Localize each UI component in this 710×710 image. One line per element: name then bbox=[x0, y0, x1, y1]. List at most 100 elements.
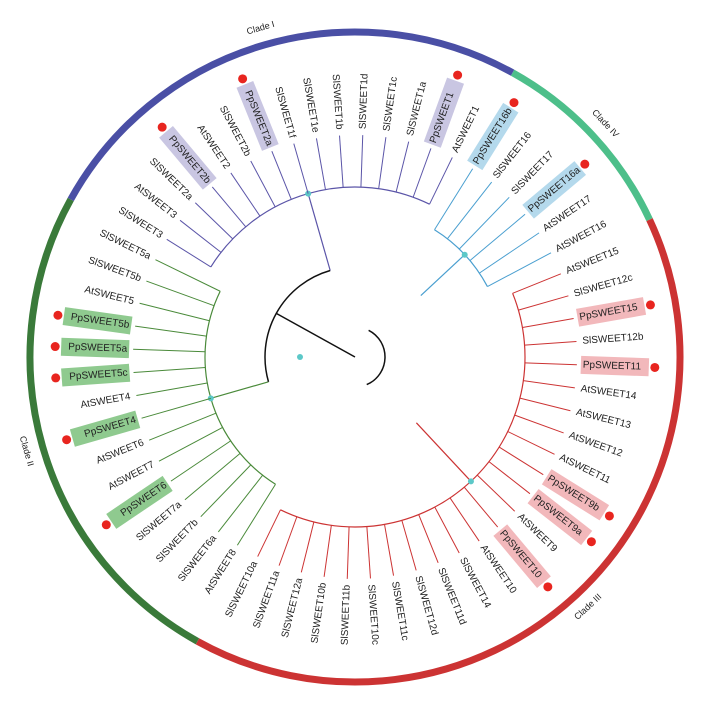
leaf: PpSWEET15 bbox=[576, 297, 647, 327]
leaf-branch bbox=[446, 181, 493, 240]
node-dot bbox=[467, 478, 474, 485]
marker-dot bbox=[509, 98, 519, 108]
leaf-label: AtSWEET14 bbox=[580, 383, 638, 402]
leaf: AtSWEET15 bbox=[564, 245, 621, 276]
leaf-label: SlSWEET1a bbox=[405, 80, 429, 137]
leaf-branch bbox=[135, 325, 207, 337]
marker-dot bbox=[53, 310, 63, 320]
leaf: SlSWEET1f bbox=[272, 86, 297, 140]
leaf: SlSWEET1a bbox=[405, 80, 429, 137]
leaf-label: SlSWEET12c bbox=[573, 272, 634, 299]
clade-branch-arc bbox=[210, 186, 430, 268]
node-dot bbox=[461, 251, 468, 258]
leaf-branch bbox=[449, 497, 480, 542]
marker-dot bbox=[101, 520, 111, 530]
leaf-branch bbox=[523, 380, 575, 389]
root-arc bbox=[264, 269, 331, 383]
leaf: SlSWEET1b bbox=[330, 74, 345, 131]
leaf-branch bbox=[339, 135, 344, 188]
leaf: SlSWEET12a bbox=[280, 577, 306, 639]
leaf-highlight bbox=[576, 297, 647, 327]
leaf: AtSWEET5 bbox=[83, 284, 135, 307]
leaf-label: PpSWEET5a bbox=[68, 342, 128, 355]
leaf: AtSWEET4 bbox=[80, 391, 132, 411]
leaf: PpSWEET5a bbox=[60, 337, 130, 359]
clade-label: Clade I bbox=[245, 19, 275, 36]
leaf-branch bbox=[507, 431, 555, 455]
leaf: AtSWEET13 bbox=[575, 407, 633, 431]
leaf-branch bbox=[458, 196, 510, 250]
leaf-label: AtSWEET8 bbox=[203, 547, 239, 596]
leaf-label: SlSWEET11a bbox=[251, 569, 282, 630]
leaf-branch bbox=[148, 412, 217, 441]
clade-stem bbox=[420, 254, 466, 297]
leaf-label: AtSWEET13 bbox=[575, 407, 633, 431]
leaf-branch bbox=[271, 150, 292, 200]
leaf-highlight bbox=[493, 524, 551, 589]
leaf-branch bbox=[293, 143, 309, 194]
clade-branch-arc bbox=[280, 293, 526, 528]
leaf-branch bbox=[519, 397, 571, 412]
leaf-branch bbox=[133, 366, 206, 373]
marker-dot bbox=[586, 537, 596, 547]
leaf-label: SlSWEET1d bbox=[358, 73, 371, 129]
leaf-label: SlSWEET10b bbox=[309, 582, 328, 645]
marker-dot bbox=[650, 362, 660, 372]
leaf-highlight bbox=[522, 161, 587, 219]
leaf-branch bbox=[488, 461, 531, 495]
leaf-label: SlSWEET11b bbox=[340, 584, 353, 645]
clade-ring bbox=[195, 218, 684, 686]
leaf-branch bbox=[429, 157, 453, 205]
leaf-branch bbox=[487, 252, 552, 288]
leaf-branch bbox=[498, 446, 544, 476]
root-link bbox=[275, 312, 356, 358]
leaf-highlight bbox=[60, 337, 130, 359]
leaf-highlight bbox=[467, 102, 519, 171]
leaf-branch bbox=[194, 202, 234, 240]
marker-dot bbox=[238, 74, 248, 84]
leaf-highlight bbox=[541, 469, 610, 521]
leaf-highlight bbox=[62, 307, 133, 335]
leaf-branch bbox=[179, 219, 222, 253]
leaf-label: SlSWEET12d bbox=[412, 575, 439, 637]
leaf-branch bbox=[200, 464, 252, 518]
leaf-branch bbox=[479, 232, 540, 274]
leaf-branch bbox=[250, 160, 276, 208]
leaf-branch bbox=[155, 259, 221, 292]
leaf-branch bbox=[146, 280, 215, 307]
leaf: SlSWEET14 bbox=[457, 556, 493, 611]
marker-dot bbox=[62, 435, 72, 445]
leaf-highlight bbox=[159, 125, 217, 190]
leaf-branch bbox=[512, 273, 562, 294]
leaf-label: SlSWEET14 bbox=[457, 556, 493, 611]
leaf: SlSWEET11c bbox=[389, 581, 410, 642]
leaf-label: SlSWEET1e bbox=[300, 77, 321, 134]
leaf-label: PpSWEET5c bbox=[69, 368, 128, 383]
leaf-branch bbox=[158, 426, 223, 462]
leaf-branch bbox=[514, 414, 564, 434]
leaf-branch bbox=[366, 526, 371, 579]
leaf-branch bbox=[378, 137, 387, 189]
leaf: PpSWEET5b bbox=[62, 307, 133, 335]
node-dot bbox=[297, 354, 303, 360]
leaf-highlight bbox=[106, 475, 173, 529]
leaf-label: SlSWEET1f bbox=[272, 86, 297, 140]
marker-dot bbox=[157, 122, 167, 132]
leaf-branch bbox=[139, 302, 210, 322]
leaf: SlSWEET11b bbox=[340, 584, 353, 645]
leaf: PpSWEET5c bbox=[61, 363, 131, 387]
leaf-branch bbox=[524, 362, 577, 366]
leaf-label: SlSWEET1c bbox=[381, 76, 400, 132]
leaf-label: SlSWEET11c bbox=[389, 581, 410, 642]
leaf-branch bbox=[522, 317, 574, 328]
marker-dot bbox=[50, 342, 60, 352]
leaf-label: PpSWEET11 bbox=[583, 360, 642, 373]
clade-stem bbox=[307, 193, 331, 271]
leaf-highlight bbox=[61, 363, 131, 387]
leaf: SlSWEET10c bbox=[365, 584, 380, 645]
leaf-highlight bbox=[236, 81, 279, 151]
leaf-branch bbox=[360, 135, 364, 188]
leaf-label: AtSWEET6 bbox=[95, 437, 146, 466]
leaf: AtSWEET12 bbox=[567, 430, 624, 460]
leaf-branch bbox=[401, 520, 417, 571]
